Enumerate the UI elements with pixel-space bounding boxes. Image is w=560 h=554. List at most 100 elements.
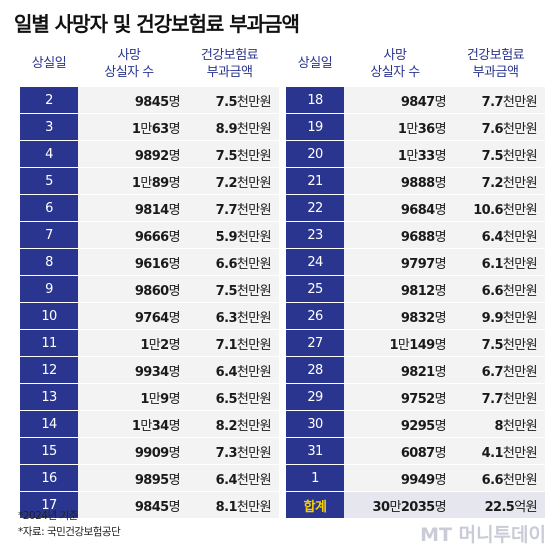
premium-unit: 천만원 (236, 148, 272, 164)
premium-value: 6.6 (215, 256, 238, 272)
row-deaths: 9764명 (78, 307, 181, 326)
table-row: 12 9934명 6.4천만원 (20, 357, 279, 383)
table-row: 10 9764명 6.3천만원 (20, 303, 279, 329)
row-day: 16 (20, 465, 78, 491)
row-deaths: 9821명 (344, 361, 447, 380)
deaths-value-a: 9832 (400, 310, 435, 326)
table-row: 21 9888명 7.2천만원 (286, 168, 545, 194)
premium-unit: 천만원 (236, 472, 272, 488)
premium-value: 6.7 (481, 364, 504, 380)
row-premium: 6.6천만원 (446, 280, 545, 299)
row-premium: 6.6천만원 (446, 469, 545, 488)
row-day: 11 (20, 330, 78, 356)
header-day: 상실일 (20, 40, 78, 87)
row-day: 31 (286, 438, 344, 464)
row-deaths: 9845명 (78, 91, 181, 110)
row-premium: 9.9천만원 (446, 307, 545, 326)
premium-value: 6.3 (215, 310, 238, 326)
deaths-value-a: 9895 (134, 472, 169, 488)
row-premium: 7.2천만원 (446, 172, 545, 191)
page-title: 일별 사망자 및 건강보험료 부과금액 (14, 12, 300, 36)
row-premium: 8천만원 (446, 415, 545, 434)
row-premium: 6.5천만원 (180, 388, 279, 407)
deaths-unit-a: 만 (140, 121, 152, 137)
premium-value: 4.1 (481, 445, 504, 461)
deaths-unit-b: 명 (168, 418, 181, 434)
row-deaths: 9895명 (78, 469, 181, 488)
row-day: 30 (286, 411, 344, 437)
row-premium: 7.7천만원 (446, 91, 545, 110)
premium-unit: 천만원 (502, 256, 538, 272)
premium-value: 7.5 (481, 337, 504, 353)
table-header: 상실일 사망 상실자 수 건강보험료 부과금액 (20, 40, 279, 87)
deaths-unit-a: 명 (434, 472, 447, 488)
row-deaths: 9845명 (78, 496, 181, 515)
row-day: 5 (20, 168, 78, 194)
deaths-value-b: 149 (409, 337, 435, 353)
table-row: 17 9845명 8.1천만원 (20, 492, 279, 518)
table-row: 18 9847명 7.7천만원 (286, 87, 545, 113)
header-deaths-line2: 상실자 수 (370, 64, 420, 80)
table-row: 13 1만9명 6.5천만원 (20, 384, 279, 410)
row-deaths: 9616명 (78, 253, 181, 272)
deaths-unit-a: 명 (168, 445, 181, 461)
premium-unit: 천만원 (502, 391, 538, 407)
row-premium: 7.7천만원 (180, 199, 279, 218)
row-deaths: 9752명 (344, 388, 447, 407)
premium-unit: 천만원 (502, 229, 538, 245)
premium-unit: 천만원 (502, 175, 538, 191)
table-row: 4 9892명 7.5천만원 (20, 141, 279, 167)
row-premium: 6.7천만원 (446, 361, 545, 380)
table-row: 6 9814명 7.7천만원 (20, 195, 279, 221)
row-deaths: 9909명 (78, 442, 181, 461)
premium-unit: 천만원 (502, 445, 538, 461)
deaths-unit-a: 명 (168, 364, 181, 380)
deaths-value-b: 63 (151, 121, 170, 137)
premium-unit: 천만원 (502, 202, 538, 218)
deaths-value-a: 9666 (134, 229, 169, 245)
deaths-unit-a: 명 (434, 310, 447, 326)
premium-unit: 천만원 (236, 337, 272, 353)
premium-value: 8.1 (215, 499, 238, 515)
premium-unit: 천만원 (236, 202, 272, 218)
row-deaths: 9814명 (78, 199, 181, 218)
table-row: 15 9909명 7.3천만원 (20, 438, 279, 464)
table-row: 8 9616명 6.6천만원 (20, 249, 279, 275)
deaths-unit-a: 만 (148, 391, 161, 407)
row-premium: 6.4천만원 (180, 361, 279, 380)
premium-value: 6.4 (215, 364, 238, 380)
deaths-unit-b: 명 (168, 337, 181, 353)
premium-unit: 천만원 (502, 337, 538, 353)
deaths-value-a: 9845 (134, 94, 169, 110)
premium-value: 7.5 (481, 148, 504, 164)
table-row: 14 1만34명 8.2천만원 (20, 411, 279, 437)
rows-right: 18 9847명 7.7천만원 19 1만36명 7.6천만원 20 1만33명 7.5천만원 2… (286, 87, 545, 518)
deaths-value-b: 34 (151, 418, 170, 434)
deaths-value-a: 1 (131, 175, 141, 191)
deaths-unit-a: 명 (434, 283, 447, 299)
deaths-value-a: 9616 (134, 256, 169, 272)
deaths-unit-b: 명 (434, 499, 447, 515)
premium-unit: 천만원 (236, 445, 272, 461)
row-premium: 8.9천만원 (180, 118, 279, 137)
premium-unit: 천만원 (236, 364, 272, 380)
deaths-unit-b: 명 (168, 175, 181, 191)
premium-value: 7.6 (481, 121, 504, 137)
row-day: 18 (286, 87, 344, 113)
deaths-value-a: 6087 (400, 445, 435, 461)
deaths-unit-a: 명 (168, 94, 181, 110)
premium-value: 7.5 (215, 283, 238, 299)
row-day: 19 (286, 114, 344, 140)
row-deaths: 1만149명 (344, 334, 446, 353)
deaths-value-a: 9295 (400, 418, 435, 434)
header-premium-line2: 부과금액 (206, 64, 253, 80)
deaths-value-a: 9797 (400, 256, 435, 272)
row-deaths: 9949명 (344, 469, 447, 488)
deaths-value-a: 9845 (134, 499, 169, 515)
row-day: 29 (286, 384, 344, 410)
deaths-unit-a: 명 (434, 445, 447, 461)
row-day: 13 (20, 384, 78, 410)
header-premium-line2: 부과금액 (472, 64, 519, 80)
header-premium: 건강보험료 부과금액 (446, 40, 545, 87)
deaths-value-a: 9892 (134, 148, 169, 164)
